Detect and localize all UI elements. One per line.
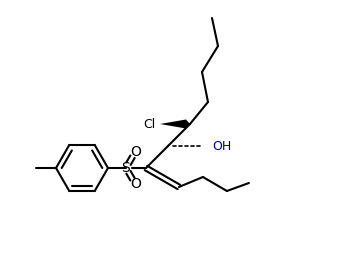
Text: O: O xyxy=(130,177,141,191)
Text: OH: OH xyxy=(212,140,231,153)
Text: Cl: Cl xyxy=(143,118,155,131)
Polygon shape xyxy=(160,119,190,128)
Text: S: S xyxy=(122,161,130,175)
Text: O: O xyxy=(130,145,141,159)
